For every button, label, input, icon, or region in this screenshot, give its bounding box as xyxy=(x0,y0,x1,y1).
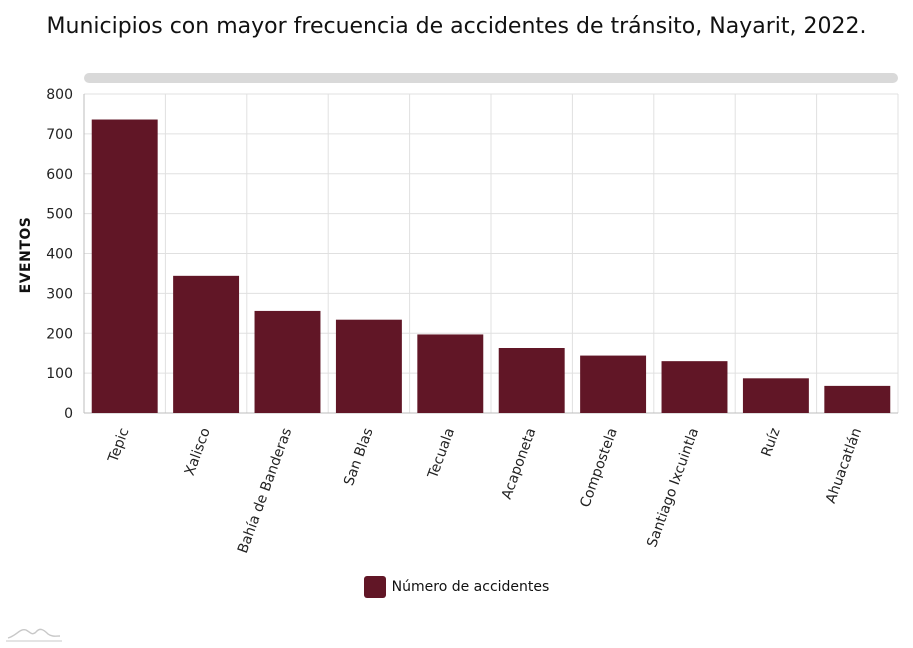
chart-scrollbar[interactable] xyxy=(84,73,898,83)
x-tick-label: Acaponeta xyxy=(499,426,540,502)
x-tick-label: Santiago Ixcuintla xyxy=(644,426,702,550)
bar-tepic[interactable] xyxy=(91,119,158,414)
legend-swatch xyxy=(363,576,386,598)
y-tick-label: 700 xyxy=(46,127,73,143)
x-tick-label: San Blas xyxy=(341,426,377,488)
bar-acaponeta[interactable] xyxy=(498,348,565,413)
bar-santiago-ixcuintla[interactable] xyxy=(661,361,728,413)
x-tick-label: Ruíz xyxy=(759,426,784,459)
chart-title: Municipios con mayor frecuencia de accid… xyxy=(46,14,867,39)
x-tick-label: Tecuala xyxy=(425,426,458,482)
x-tick-label: Compostela xyxy=(577,426,621,510)
y-axis-label: EVENTOS xyxy=(18,217,34,294)
bar-bahía-de-banderas[interactable] xyxy=(254,310,321,413)
y-tick-label: 200 xyxy=(46,326,73,342)
y-tick-label: 500 xyxy=(46,207,73,223)
y-axis-ticks: 0 100 200 300 400 500 600 700 800 xyxy=(46,87,73,422)
y-tick-label: 300 xyxy=(46,286,73,302)
y-tick-label: 400 xyxy=(46,247,73,263)
y-tick-label: 600 xyxy=(46,167,73,183)
bar-ahuacatlán[interactable] xyxy=(824,385,891,413)
legend-label: Número de accidentes xyxy=(391,579,550,595)
bar-tecuala[interactable] xyxy=(417,334,484,413)
bar-xalisco[interactable] xyxy=(173,275,240,413)
y-tick-label: 800 xyxy=(46,87,73,103)
legend[interactable]: Número de accidentes xyxy=(0,576,913,598)
bar-ruíz[interactable] xyxy=(742,378,809,413)
x-tick-label: Ahuacatlán xyxy=(823,426,865,506)
mountain-logo-icon xyxy=(6,628,62,642)
x-tick-label: Xalisco xyxy=(182,426,214,478)
x-tick-label: Tepic xyxy=(105,426,132,466)
y-tick-label: 0 xyxy=(64,406,73,422)
x-tick-label: Bahía de Banderas xyxy=(235,426,295,556)
y-tick-label: 100 xyxy=(46,366,73,382)
bars-layer xyxy=(91,119,891,414)
bar-compostela[interactable] xyxy=(580,355,647,413)
bar-san-blas[interactable] xyxy=(335,319,402,413)
x-axis-ticks: Tepic Xalisco Bahía de Banderas San Blas Tec… xyxy=(105,426,865,556)
